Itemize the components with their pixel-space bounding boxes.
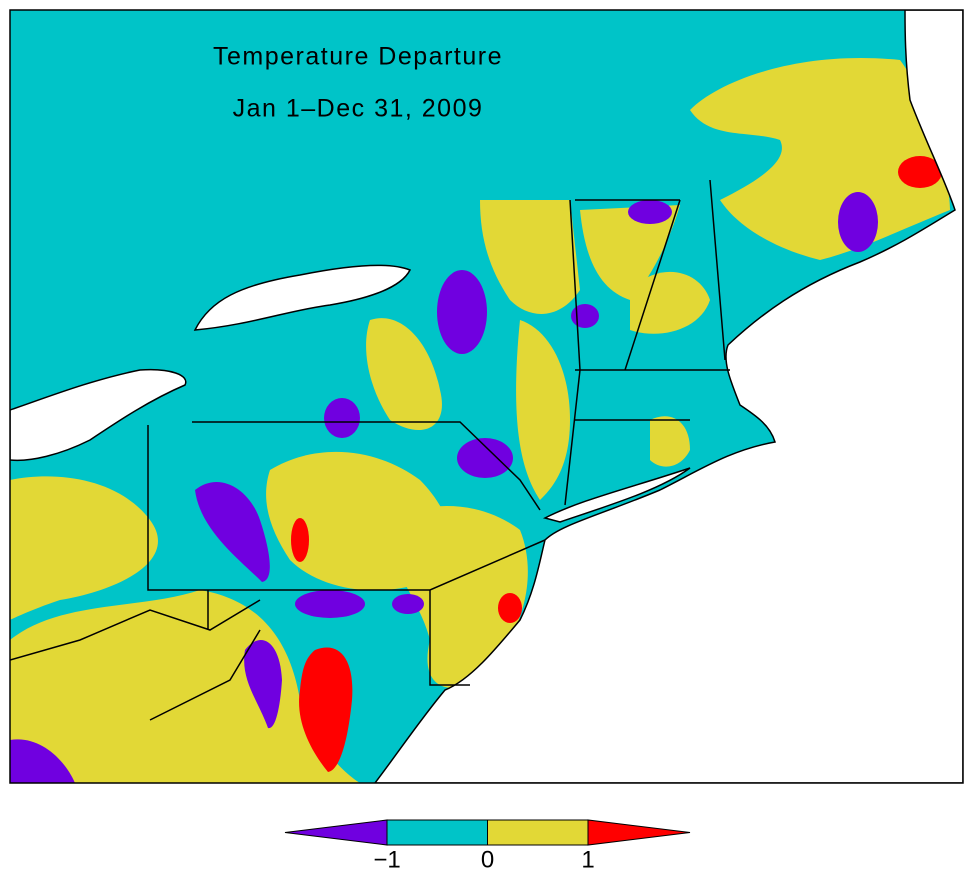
map xyxy=(10,10,963,783)
hot-areas xyxy=(291,156,942,772)
colorbar-segment xyxy=(386,819,488,846)
colorbar-tick-label: 1 xyxy=(581,846,594,873)
map-title: Temperature Departure xyxy=(213,43,503,71)
colorbar: −1 0 1 xyxy=(284,819,691,873)
water xyxy=(10,10,963,783)
colorbar-tick-label: −1 xyxy=(373,846,400,873)
colorbar-below xyxy=(284,819,388,846)
colorbar-tick-label: 0 xyxy=(481,846,494,873)
state-borders xyxy=(10,179,730,721)
map-frame xyxy=(9,9,964,784)
warm-areas xyxy=(10,58,950,783)
colorbar-above xyxy=(587,819,691,846)
cold-areas xyxy=(10,192,878,783)
colorbar-segment xyxy=(487,819,589,846)
map-subtitle: Jan 1–Dec 31, 2009 xyxy=(233,95,484,123)
